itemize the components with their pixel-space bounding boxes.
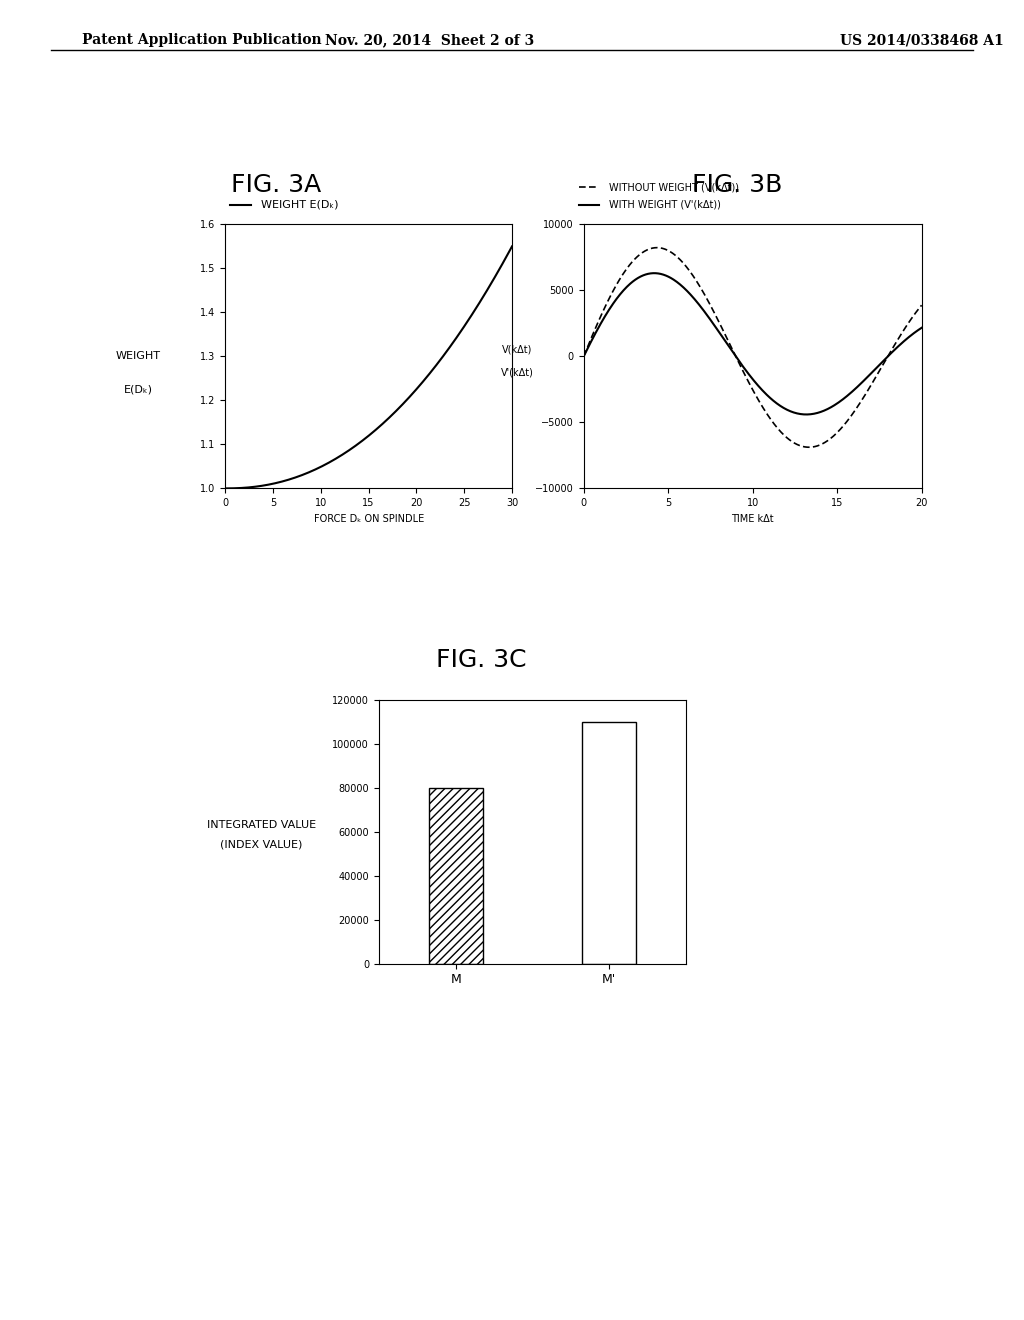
Text: WEIGHT E(Dₖ): WEIGHT E(Dₖ) bbox=[261, 199, 339, 210]
Text: V'(kΔt): V'(kΔt) bbox=[501, 367, 534, 378]
Text: Nov. 20, 2014  Sheet 2 of 3: Nov. 20, 2014 Sheet 2 of 3 bbox=[326, 33, 535, 48]
Text: V(kΔt): V(kΔt) bbox=[502, 345, 532, 355]
Text: WITH WEIGHT (V'(kΔt)): WITH WEIGHT (V'(kΔt)) bbox=[609, 199, 721, 210]
Text: FIG. 3C: FIG. 3C bbox=[436, 648, 526, 672]
X-axis label: TIME kΔt: TIME kΔt bbox=[731, 513, 774, 524]
Text: Patent Application Publication: Patent Application Publication bbox=[82, 33, 322, 48]
Text: US 2014/0338468 A1: US 2014/0338468 A1 bbox=[840, 33, 1004, 48]
Text: (INDEX VALUE): (INDEX VALUE) bbox=[220, 840, 302, 850]
Text: WEIGHT: WEIGHT bbox=[116, 351, 161, 362]
Text: FIG. 3A: FIG. 3A bbox=[231, 173, 322, 197]
Text: E(Dₖ): E(Dₖ) bbox=[124, 384, 153, 395]
Text: INTEGRATED VALUE: INTEGRATED VALUE bbox=[207, 820, 315, 830]
Text: FIG. 3B: FIG. 3B bbox=[692, 173, 782, 197]
Text: WITHOUT WEIGHT (V(kΔt)): WITHOUT WEIGHT (V(kΔt)) bbox=[609, 182, 739, 193]
Bar bbox=[429, 788, 482, 964]
Bar bbox=[583, 722, 636, 964]
X-axis label: FORCE Dₖ ON SPINDLE: FORCE Dₖ ON SPINDLE bbox=[313, 513, 424, 524]
